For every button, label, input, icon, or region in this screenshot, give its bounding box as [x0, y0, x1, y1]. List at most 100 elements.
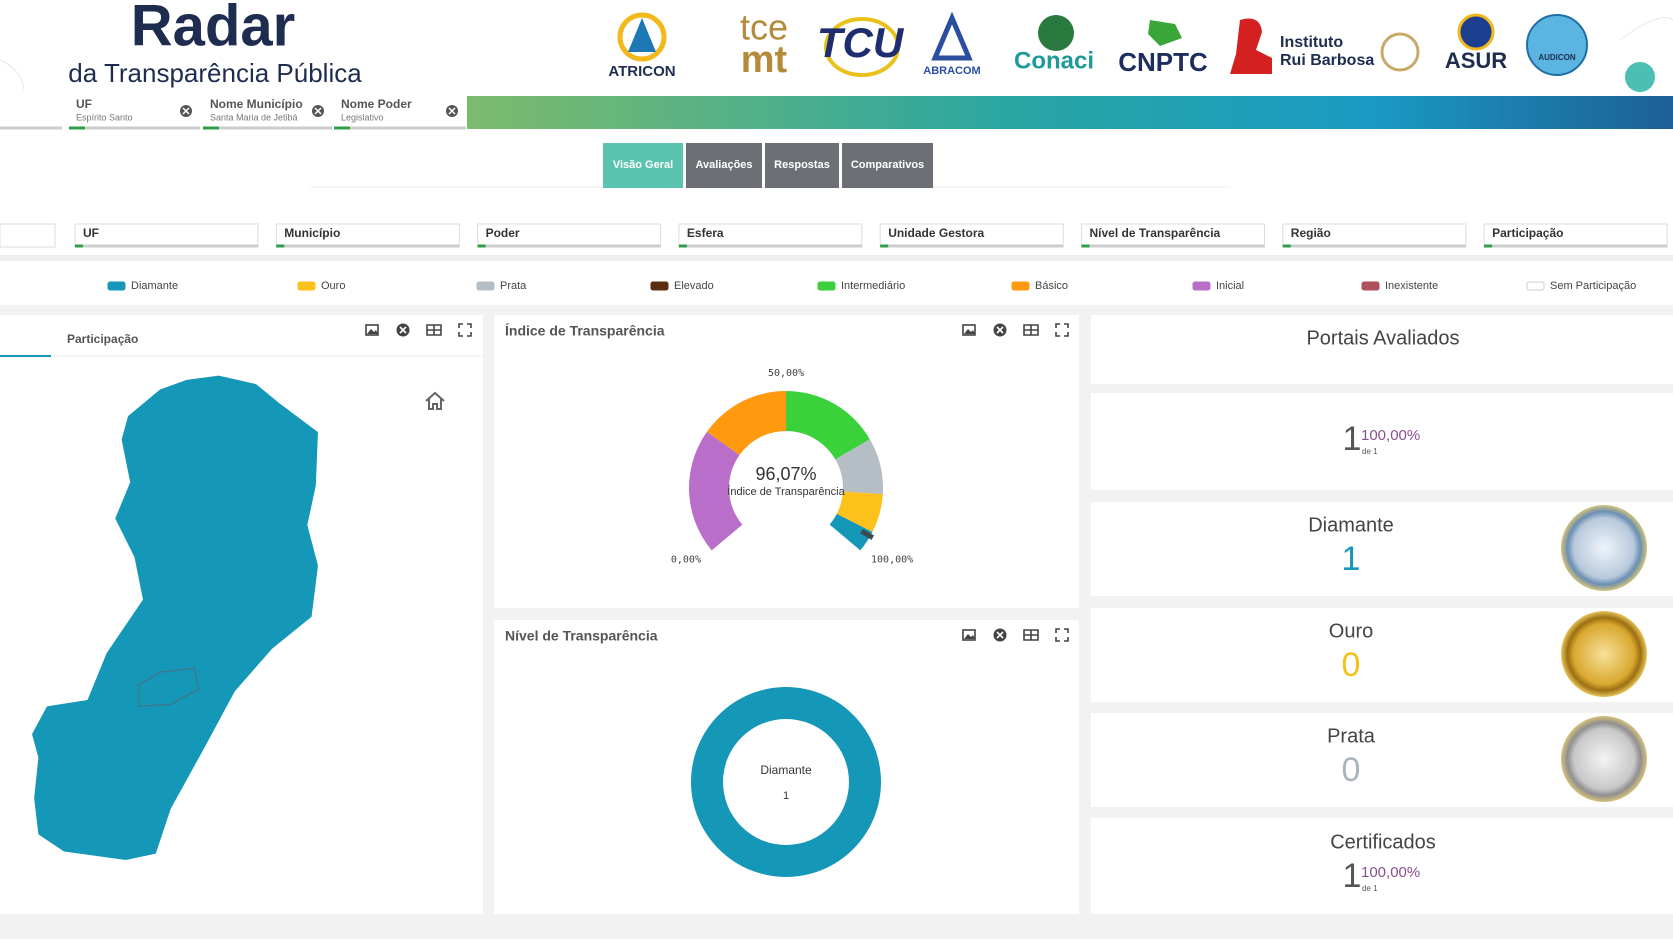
logo-mt: mt	[741, 39, 788, 81]
chip-clear-x	[314, 107, 322, 115]
site-title: Radar	[131, 0, 295, 58]
chart-title: Índice de Transparência	[505, 323, 665, 339]
gauge-value: 96,07%	[755, 464, 816, 484]
chip-value: Santa Maria de Jetibá	[210, 112, 298, 122]
legend-label: Elevado	[674, 280, 714, 292]
logo-cnptc: CNPTC	[1118, 47, 1208, 77]
logo-icon	[931, 11, 973, 61]
icon	[996, 631, 1004, 639]
filter-bar	[467, 96, 1673, 129]
medal-ouro	[1561, 611, 1647, 697]
donut-center-value: 1	[783, 790, 789, 802]
decor-arc	[1619, 17, 1673, 41]
gauge-tick-label: 50,00%	[768, 368, 804, 379]
legend-swatch	[1011, 281, 1030, 291]
fullscreen[interactable]	[1055, 628, 1069, 642]
filter-label: Participação	[1492, 226, 1563, 240]
medal-diamante	[1561, 505, 1647, 591]
site-subtitle: da Transparência Pública	[68, 58, 362, 88]
fullscreen[interactable]	[1055, 323, 1069, 337]
legend-swatch	[297, 281, 316, 291]
gauge-band	[836, 491, 883, 533]
gauge-needle	[860, 529, 875, 540]
icon	[1023, 324, 1039, 336]
logo-irb: Rui Barbosa	[1280, 52, 1374, 69]
filter-chip[interactable]	[334, 96, 466, 129]
tab[interactable]	[842, 143, 933, 188]
gauge-band	[829, 513, 873, 551]
legend-label: Intermediário	[841, 280, 905, 292]
filter-label: UF	[83, 226, 99, 240]
icon	[996, 326, 1004, 334]
export-image[interactable]	[962, 629, 976, 641]
logo-icon	[1380, 32, 1420, 72]
chip-clear-x	[448, 107, 456, 115]
map-tab[interactable]: Participação	[67, 332, 138, 346]
filter-chip[interactable]	[69, 96, 200, 129]
icon	[367, 329, 378, 334]
icon	[964, 634, 975, 639]
remove[interactable]	[993, 323, 1007, 337]
municipality-outline[interactable]	[138, 667, 200, 707]
map	[32, 375, 318, 861]
level-name: Prata	[1327, 725, 1376, 747]
icon	[964, 329, 975, 334]
state-shape[interactable]	[32, 375, 318, 861]
logo-icon	[628, 18, 656, 52]
legend-swatch	[1361, 281, 1380, 291]
decor-arc	[0, 59, 25, 91]
decor-dot	[1625, 62, 1655, 92]
gauge-tick-label: 0,00%	[671, 554, 701, 565]
chart-title: Nível de Transparência	[505, 628, 658, 644]
filter-label: Região	[1291, 226, 1331, 240]
chip-value: Espírito Santo	[76, 112, 133, 122]
medal-prata	[1561, 716, 1647, 802]
remove[interactable]	[396, 323, 410, 337]
chip-clear-x	[182, 107, 190, 115]
tab[interactable]	[765, 143, 839, 188]
filter-chip[interactable]	[203, 96, 332, 129]
card	[1091, 393, 1673, 490]
icon	[426, 324, 442, 336]
legend-swatch	[107, 281, 126, 291]
table-view[interactable]	[426, 324, 442, 336]
logo-icon	[617, 12, 667, 62]
home-icon[interactable]	[425, 391, 445, 410]
logo-icon	[1457, 13, 1495, 51]
legend-swatch	[817, 281, 836, 291]
filter-label: Unidade Gestora	[888, 226, 984, 240]
tab[interactable]	[603, 143, 683, 188]
gauge-band	[706, 391, 786, 455]
gauge-label: Índice de Transparência	[727, 485, 845, 498]
fullscreen[interactable]	[458, 323, 472, 337]
export-image[interactable]	[962, 324, 976, 336]
card-count: 1	[1343, 420, 1362, 458]
tab[interactable]	[686, 143, 762, 188]
table-view[interactable]	[1023, 629, 1039, 641]
filter-label: Nível de Transparência	[1090, 226, 1221, 240]
logo-tce: tce	[740, 7, 788, 48]
export-image[interactable]	[365, 324, 379, 336]
chip-label: UF	[76, 97, 92, 111]
gauge-band	[835, 439, 883, 495]
remove[interactable]	[993, 628, 1007, 642]
chip-value: Legislativo	[341, 112, 384, 122]
gauge-band	[689, 431, 743, 551]
gauge-panel	[494, 315, 1079, 608]
tab-label: Respostas	[774, 159, 830, 171]
icon	[365, 324, 379, 336]
gauge-band	[786, 391, 870, 460]
legend-label: Ouro	[321, 280, 345, 292]
donut-slice[interactable]	[691, 687, 881, 877]
table-view[interactable]	[1023, 324, 1039, 336]
legend-label: Prata	[500, 280, 527, 292]
legend-label: Diamante	[131, 280, 178, 292]
tab-label: Visão Geral	[613, 159, 673, 171]
filter-box[interactable]	[74, 223, 259, 248]
level-count: 1	[1342, 540, 1361, 578]
legend-swatch	[476, 281, 495, 291]
logo-icon	[1526, 14, 1588, 76]
legend-label: Inexistente	[1385, 280, 1438, 292]
card-percent: 100,00%	[1361, 864, 1420, 881]
icon	[399, 326, 407, 334]
